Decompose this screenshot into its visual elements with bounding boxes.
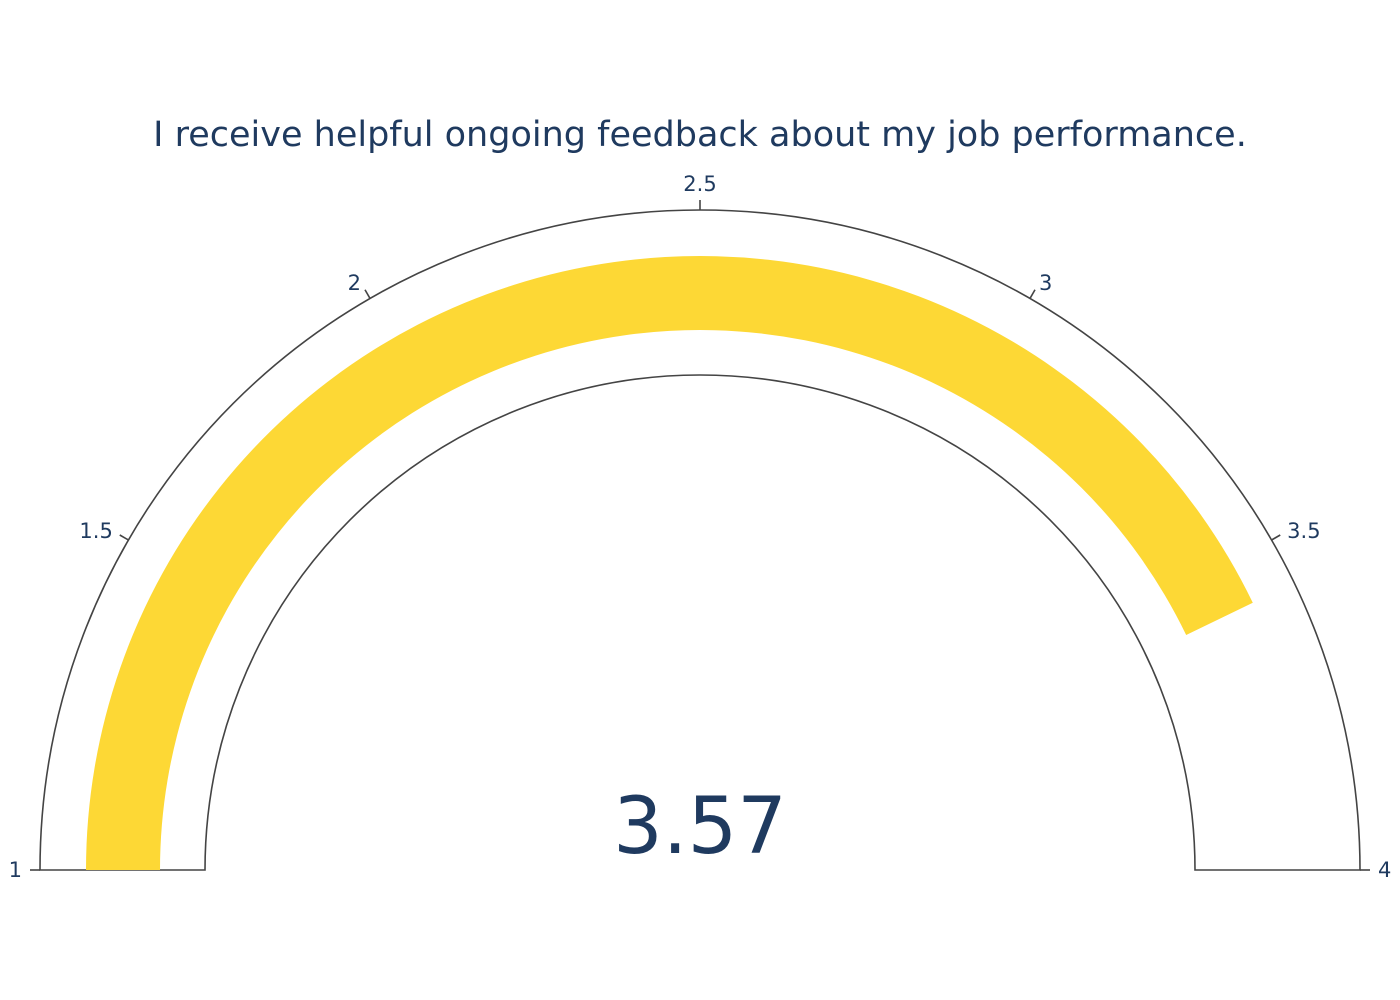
gauge-tick-label: 4 xyxy=(1378,858,1391,882)
gauge-tick xyxy=(119,534,129,541)
gauge-tick xyxy=(1271,534,1281,541)
gauge-outline xyxy=(39,209,1361,871)
gauge-axis: 1 1.5 2 2.5 3 3.5 4 xyxy=(9,172,1392,882)
chart-title: I receive helpful ongoing feedback about… xyxy=(153,115,1247,155)
gauge-tick-label: 3.5 xyxy=(1287,519,1320,543)
gauge-tick-label: 1.5 xyxy=(79,519,112,543)
gauge-tick-label: 3 xyxy=(1039,271,1052,295)
gauge-tick-label: 1 xyxy=(9,858,22,882)
gauge-tick-label: 2 xyxy=(348,271,361,295)
gauge-value-bar xyxy=(86,256,1253,871)
gauge-tick-label: 2.5 xyxy=(683,172,716,196)
gauge-value-number: 3.57 xyxy=(613,782,787,872)
gauge-tick xyxy=(1029,289,1036,299)
gauge-tick xyxy=(364,289,371,299)
